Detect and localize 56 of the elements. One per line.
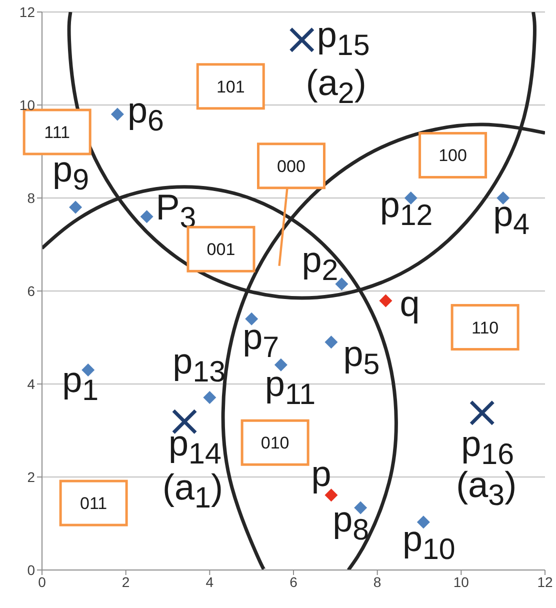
y-tick-label: 6 xyxy=(27,282,36,299)
y-tick-label: 8 xyxy=(27,190,36,206)
x-tick-label: 12 xyxy=(537,574,553,590)
annotation: 101 xyxy=(216,77,245,96)
point xyxy=(274,358,288,372)
series-label: p$_{9}$ xyxy=(52,148,89,197)
point xyxy=(82,364,95,377)
series-label: p$_{1}$ xyxy=(62,359,99,408)
point xyxy=(245,312,258,326)
y-tick-label: 4 xyxy=(27,376,36,392)
point xyxy=(140,210,154,224)
point xyxy=(172,408,198,434)
point xyxy=(404,192,418,204)
x-tick-label: 8 xyxy=(373,574,382,590)
series-label: p$_{11}$ xyxy=(264,362,316,412)
annotation: 110 xyxy=(472,318,499,338)
point xyxy=(289,27,315,53)
point xyxy=(469,400,495,426)
y-tick-label: 12 xyxy=(19,4,36,20)
series-label: p$_{16}$ (a$_{3}$) xyxy=(456,422,517,512)
series-label: p$_{13}$ xyxy=(172,340,226,389)
point xyxy=(110,108,124,121)
series-label: p$_{15}$ (a$_{2}$) xyxy=(306,14,370,110)
series-label: p$_{4}$ xyxy=(493,193,530,242)
point xyxy=(379,294,392,308)
point xyxy=(324,336,338,349)
x-tick-label: 2 xyxy=(122,574,130,590)
series-label: p$_{6}$ xyxy=(127,89,164,138)
x-tick-label: 0 xyxy=(38,574,46,590)
point xyxy=(354,501,368,514)
series-label: p$_{7}$ xyxy=(242,316,280,364)
series-label: p$_{14}$ (a$_{1}$) xyxy=(162,422,223,516)
series-label: q xyxy=(400,282,420,324)
annotation: 100 xyxy=(438,146,467,166)
x-tick-label: 10 xyxy=(453,574,470,590)
series-label: p$_{8}$ xyxy=(332,498,370,548)
y-tick-label: 0 xyxy=(27,562,36,578)
point xyxy=(203,390,216,404)
y-tick-label: 10 xyxy=(19,96,36,113)
series-label: p$_{2}$ xyxy=(302,239,338,288)
series-label: p$_{5}$ xyxy=(343,333,380,382)
annotation: 000 xyxy=(277,156,306,176)
point xyxy=(416,516,430,529)
series-label: p$_{10}$ xyxy=(402,518,456,566)
annotation: 111 xyxy=(44,122,70,142)
point xyxy=(69,200,82,214)
annotation: 011 xyxy=(80,494,108,514)
annotation: 010 xyxy=(260,434,290,453)
point xyxy=(335,278,348,291)
annotation: 001 xyxy=(206,240,236,260)
x-tick-label: 6 xyxy=(290,574,298,590)
y-tick-label: 2 xyxy=(27,468,36,485)
x-tick-label: 4 xyxy=(206,574,214,590)
point xyxy=(496,192,510,204)
series-label: p xyxy=(311,453,332,494)
series-label: p$_{12}$ xyxy=(380,184,433,232)
